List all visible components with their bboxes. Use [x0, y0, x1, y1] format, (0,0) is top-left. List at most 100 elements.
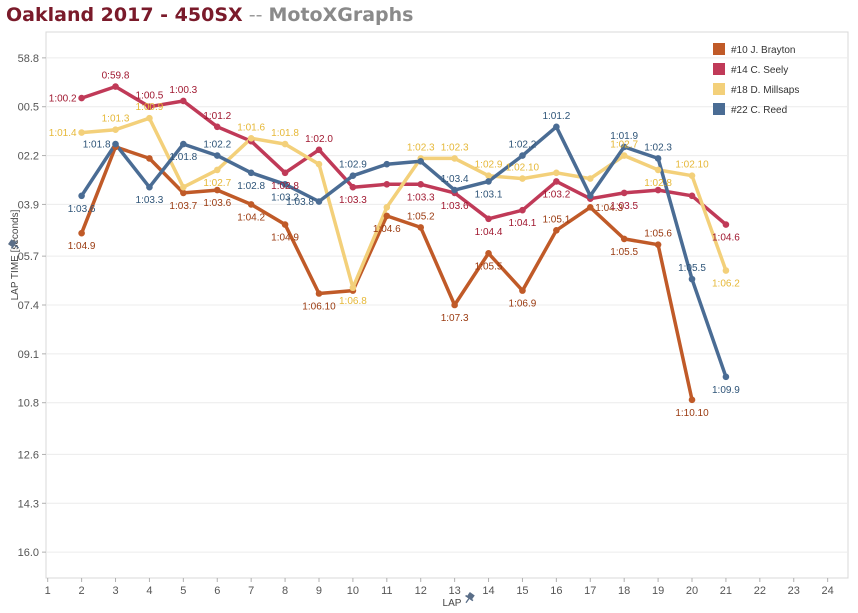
- data-point[interactable]: [247, 135, 255, 142]
- data-point[interactable]: [688, 275, 696, 283]
- data-point[interactable]: [688, 192, 696, 200]
- data-label: 1:01.2: [542, 111, 570, 122]
- data-point[interactable]: [485, 215, 492, 223]
- data-point[interactable]: [247, 201, 255, 208]
- data-point[interactable]: [315, 160, 323, 168]
- y-tick-label: 07.4: [18, 300, 39, 312]
- data-point[interactable]: [451, 301, 458, 309]
- data-point[interactable]: [180, 97, 187, 105]
- data-point[interactable]: [180, 183, 187, 191]
- data-point[interactable]: [247, 169, 255, 177]
- legend-swatch[interactable]: [713, 43, 725, 55]
- data-point[interactable]: [722, 221, 730, 228]
- data-label: 1:02.3: [644, 142, 672, 153]
- legend[interactable]: #10 J. Brayton #14 C. Seely #18 D. Millsap…: [713, 43, 799, 116]
- data-point[interactable]: [417, 224, 425, 231]
- data-point[interactable]: [349, 284, 357, 292]
- data-point[interactable]: [519, 206, 526, 214]
- data-point[interactable]: [146, 103, 153, 111]
- data-point[interactable]: [281, 169, 289, 177]
- data-point[interactable]: [112, 126, 119, 134]
- data-point[interactable]: [485, 178, 492, 185]
- data-point[interactable]: [620, 189, 628, 197]
- data-point[interactable]: [586, 192, 594, 200]
- legend-swatch[interactable]: [713, 103, 725, 115]
- x-tick-label: 21: [720, 585, 732, 597]
- data-point[interactable]: [213, 186, 221, 194]
- data-point[interactable]: [315, 146, 323, 154]
- data-point[interactable]: [417, 158, 425, 165]
- data-point[interactable]: [553, 123, 560, 131]
- data-point[interactable]: [688, 172, 696, 179]
- data-point[interactable]: [281, 221, 289, 228]
- data-point[interactable]: [451, 155, 458, 162]
- x-tick-label: 9: [316, 585, 322, 597]
- data-point[interactable]: [485, 249, 492, 257]
- data-point[interactable]: [586, 203, 594, 211]
- legend-swatch[interactable]: [713, 83, 725, 95]
- legend-label[interactable]: #18 D. Millsaps: [731, 85, 799, 96]
- data-label: 1:00.5: [136, 91, 164, 102]
- data-point[interactable]: [620, 143, 628, 151]
- data-point[interactable]: [146, 114, 153, 122]
- data-point[interactable]: [146, 155, 153, 162]
- data-point[interactable]: [78, 192, 85, 200]
- data-point[interactable]: [553, 178, 560, 185]
- data-point[interactable]: [383, 181, 391, 188]
- data-point[interactable]: [383, 203, 391, 211]
- data-point[interactable]: [180, 189, 187, 197]
- data-point[interactable]: [722, 267, 730, 274]
- data-point[interactable]: [688, 396, 696, 404]
- race-title: Oakland 2017 - 450SX: [6, 4, 243, 26]
- data-point[interactable]: [654, 166, 662, 174]
- data-point[interactable]: [553, 226, 560, 234]
- data-point[interactable]: [349, 183, 357, 191]
- data-point[interactable]: [620, 235, 628, 243]
- data-point[interactable]: [281, 181, 289, 188]
- data-point[interactable]: [78, 229, 85, 237]
- data-point[interactable]: [281, 140, 289, 148]
- legend-swatch[interactable]: [713, 63, 725, 75]
- data-point[interactable]: [112, 83, 119, 90]
- data-point[interactable]: [722, 373, 730, 381]
- data-point[interactable]: [213, 152, 221, 159]
- data-point[interactable]: [586, 175, 594, 182]
- data-point[interactable]: [654, 186, 662, 194]
- data-point[interactable]: [213, 166, 221, 174]
- data-point[interactable]: [180, 140, 187, 148]
- data-label: 1:03.7: [169, 201, 197, 212]
- y-tick-label: 09.1: [18, 349, 39, 361]
- legend-label[interactable]: #10 J. Brayton: [731, 45, 795, 56]
- data-point[interactable]: [654, 241, 662, 248]
- x-tick-label: 2: [79, 585, 85, 597]
- data-point[interactable]: [78, 129, 85, 136]
- data-label: 1:04.3: [595, 203, 623, 214]
- data-point[interactable]: [112, 140, 119, 148]
- data-point[interactable]: [485, 172, 492, 179]
- data-point[interactable]: [213, 123, 221, 131]
- data-label: 1:02.3: [441, 142, 469, 153]
- x-axis-pin-icon[interactable]: [462, 591, 476, 605]
- data-point[interactable]: [315, 290, 323, 297]
- y-axis-pin-icon[interactable]: [7, 238, 21, 252]
- data-point[interactable]: [519, 287, 526, 294]
- data-point[interactable]: [78, 94, 85, 102]
- data-point[interactable]: [146, 183, 153, 191]
- data-point[interactable]: [519, 175, 526, 182]
- legend-label[interactable]: #14 C. Seely: [731, 65, 788, 76]
- data-point[interactable]: [383, 212, 391, 220]
- data-point[interactable]: [349, 172, 357, 179]
- series-line-4[interactable]: [79, 125, 728, 379]
- data-label: 1:04.6: [373, 224, 401, 235]
- data-point[interactable]: [451, 186, 458, 194]
- series-line-3[interactable]: [79, 116, 728, 290]
- data-point[interactable]: [620, 152, 628, 159]
- data-point[interactable]: [519, 152, 526, 159]
- data-point[interactable]: [553, 169, 560, 177]
- legend-label[interactable]: #22 C. Reed: [731, 105, 787, 116]
- data-point[interactable]: [654, 155, 662, 162]
- data-point[interactable]: [417, 181, 425, 188]
- data-point[interactable]: [315, 198, 323, 205]
- data-point[interactable]: [383, 160, 391, 168]
